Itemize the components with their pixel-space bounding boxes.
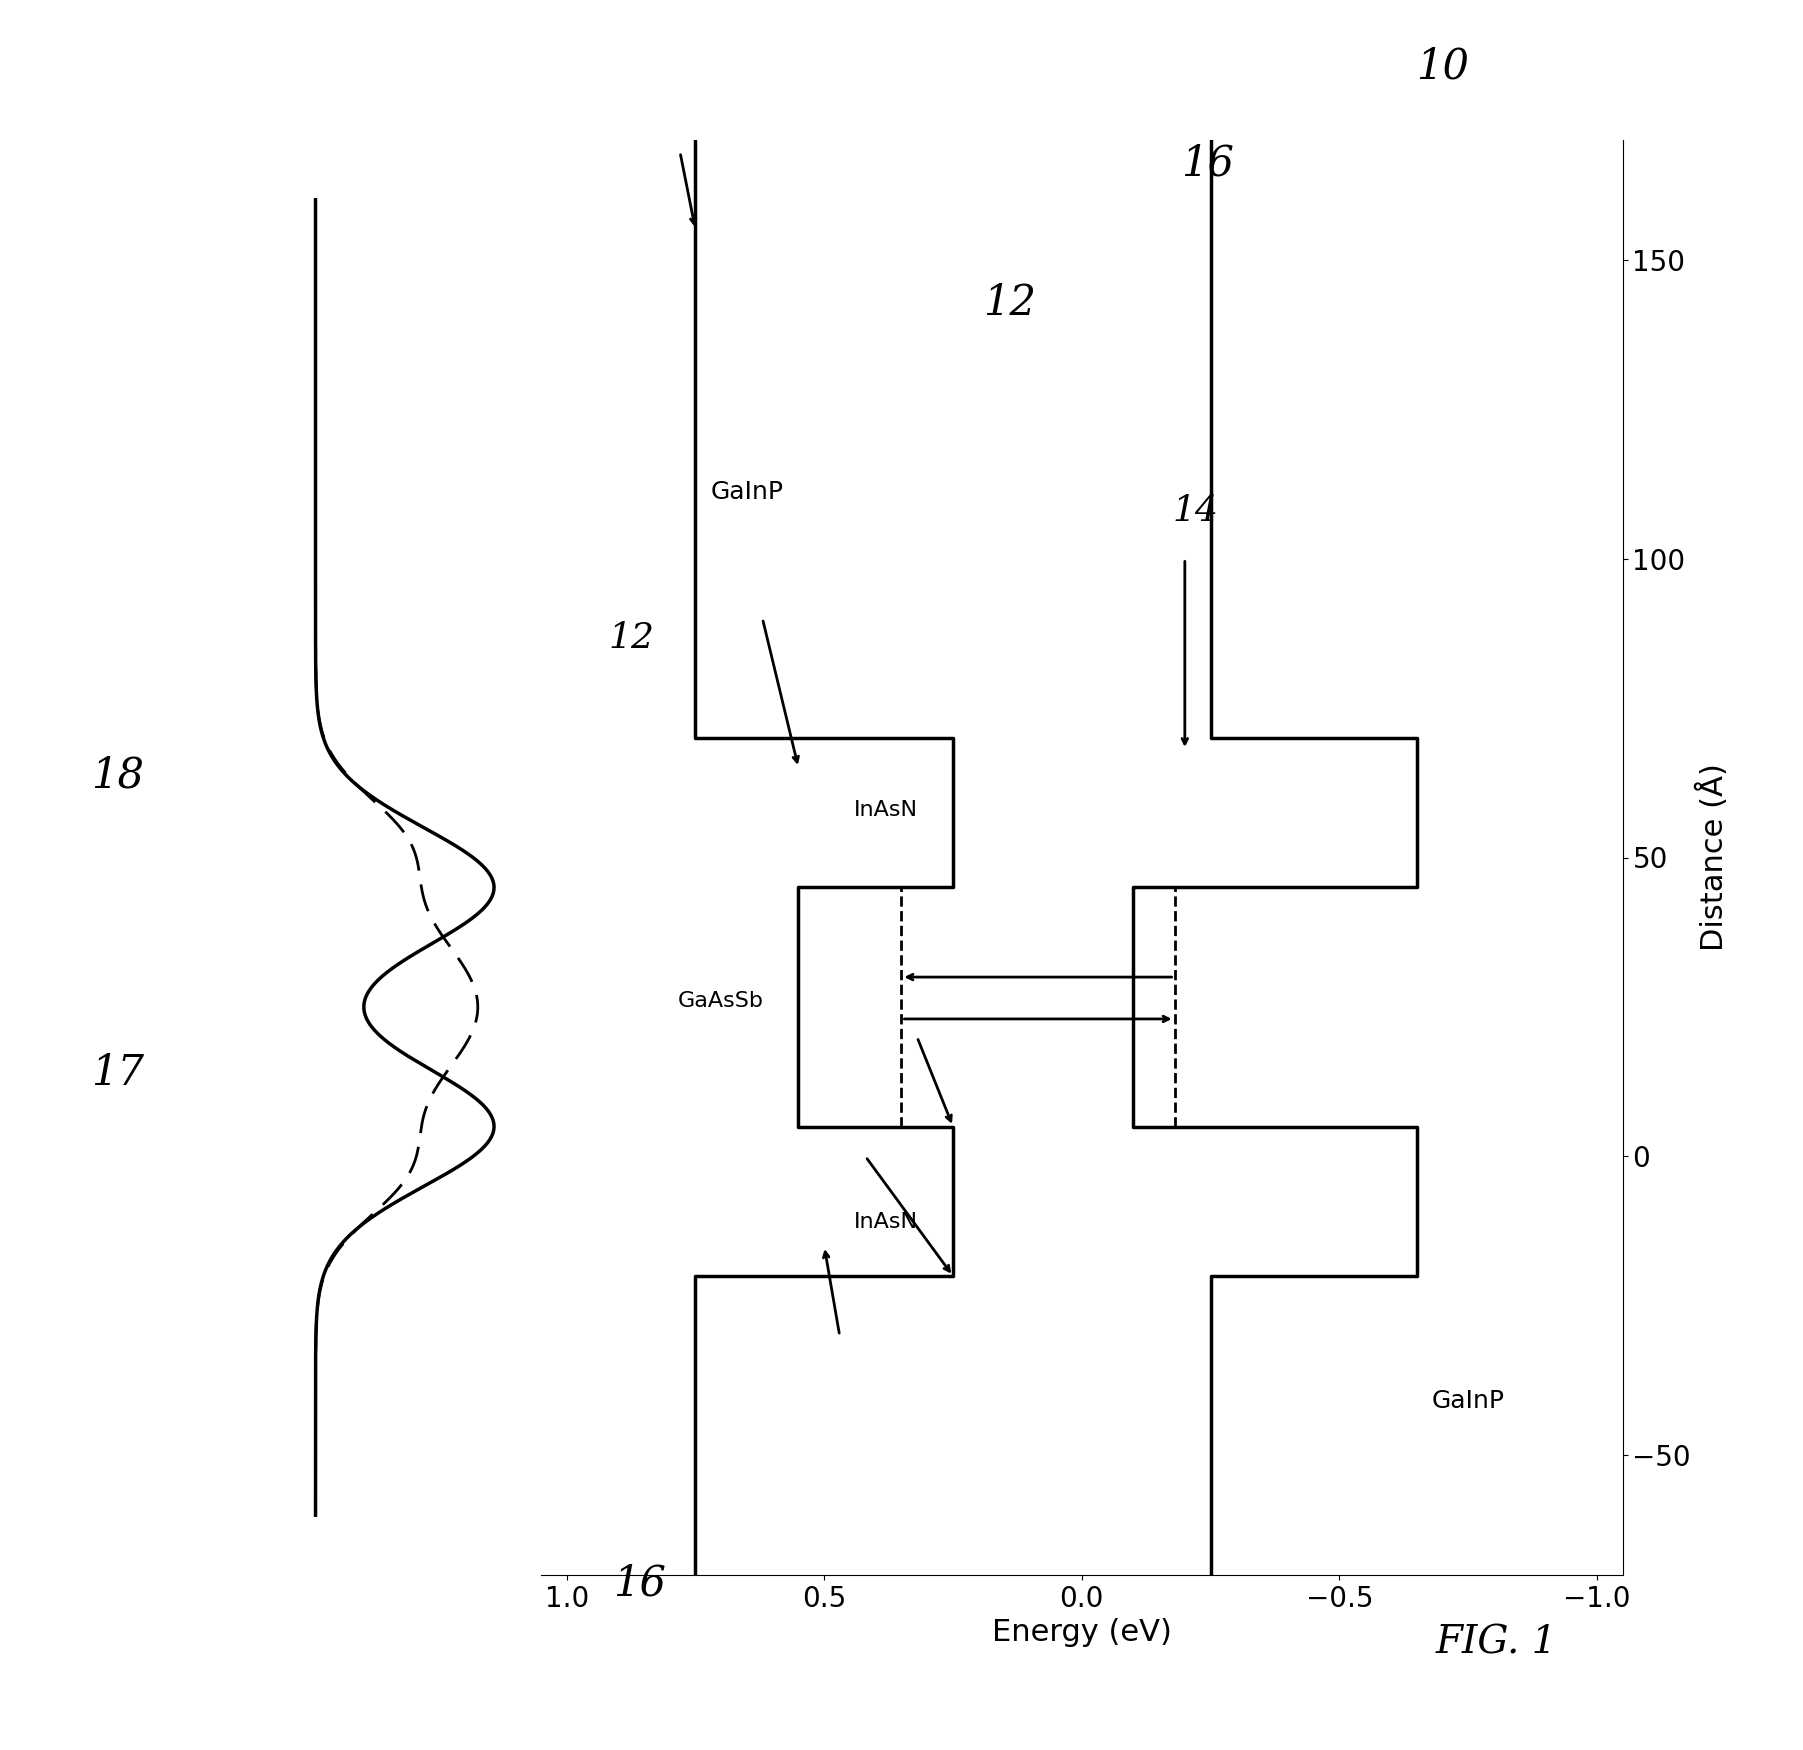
Y-axis label: Distance (Å): Distance (Å) — [1697, 763, 1729, 952]
Text: FIG. 1: FIG. 1 — [1435, 1624, 1558, 1662]
Text: 12: 12 — [983, 282, 1037, 324]
Text: 14: 14 — [1172, 493, 1219, 528]
Text: 18: 18 — [90, 754, 144, 796]
Text: 16: 16 — [613, 1563, 667, 1605]
Text: InAsN: InAsN — [855, 800, 918, 819]
Text: 17: 17 — [90, 1052, 144, 1094]
Text: 10: 10 — [1415, 46, 1469, 88]
Text: GaInP: GaInP — [710, 480, 784, 504]
Text: GaInP: GaInP — [1432, 1388, 1506, 1412]
Text: 16: 16 — [1181, 142, 1235, 184]
Text: InAsN: InAsN — [855, 1213, 918, 1232]
X-axis label: Energy (eV): Energy (eV) — [992, 1619, 1172, 1647]
Text: GaAsSb: GaAsSb — [678, 990, 764, 1011]
Text: 12: 12 — [608, 621, 654, 654]
